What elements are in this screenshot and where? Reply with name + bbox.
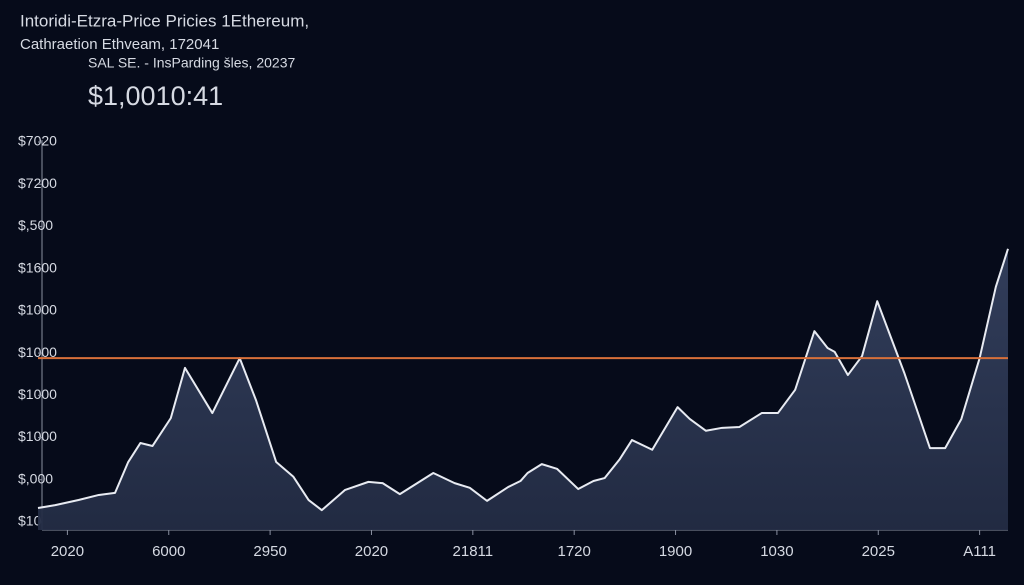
y-tick-label: $,000 — [18, 470, 53, 486]
chart-subtitle: Cathraetion Ethveam, 172041 — [20, 36, 219, 53]
y-tick-label: $1000 — [18, 428, 57, 444]
chart-note: SAL SE. - InsParding šles, 20237 — [88, 55, 295, 71]
price-line — [37, 248, 1009, 512]
y-tick-label: $10 — [18, 513, 42, 529]
x-tick-label: 2025 — [862, 543, 895, 560]
chart-title: Intoridi-Etzra-Price Pricies 1Ethereum, — [20, 11, 309, 30]
x-tick-label: 1720 — [557, 543, 590, 560]
x-tick-label: 2020 — [355, 543, 388, 560]
area-fill — [38, 248, 1008, 530]
x-tick-label: 1030 — [760, 543, 793, 560]
y-tick-label: $1000 — [18, 302, 57, 318]
x-tick-label: 21811 — [453, 543, 494, 560]
x-tick-label: 1900 — [659, 543, 692, 560]
x-tick-label: 2020 — [51, 543, 84, 560]
x-tick-label: 2950 — [253, 543, 286, 560]
y-tick-label: $7200 — [18, 175, 57, 191]
x-tick-label: A111 — [963, 543, 996, 560]
y-tick-label: $1600 — [18, 259, 57, 275]
headline-price: $1,0010:41 — [88, 81, 223, 111]
y-tick-label: $,500 — [18, 217, 53, 233]
y-tick-label: $1000 — [18, 386, 57, 402]
y-tick-label: $1000 — [18, 344, 57, 360]
y-tick-label: $7020 — [18, 133, 57, 149]
x-tick-label: 6000 — [152, 543, 185, 560]
